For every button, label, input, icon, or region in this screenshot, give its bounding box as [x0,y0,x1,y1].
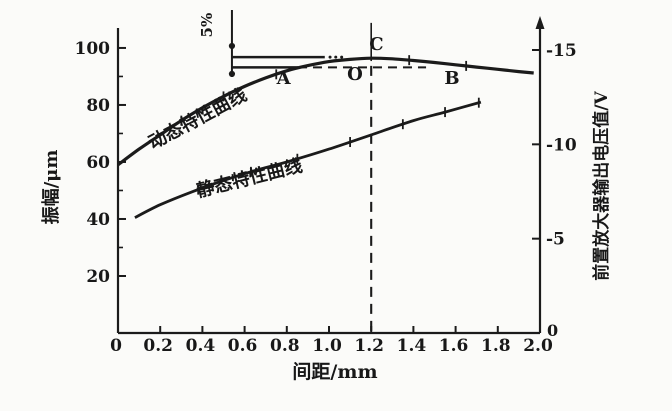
x-tick-label: 0.2 [143,336,173,356]
up-arrow-icon [535,16,545,29]
static-curve [134,100,482,219]
point-label-b: B [444,68,459,89]
five-percent-dot [228,70,236,77]
upper-level-dot [328,55,332,59]
point-label-a: A [276,68,292,89]
x-tick-label: 2.0 [523,336,553,356]
y-right-zero-label: 0 [547,321,558,340]
y-right-tick-label: -5 [546,230,565,250]
x-tick-label: 1.2 [354,336,384,356]
y-right-tick-label: -10 [546,135,577,155]
five-percent-label: 5% [198,13,216,38]
x-tick-label: 0 [110,336,122,356]
x-tick-label: 0.6 [228,336,258,356]
x-tick-label: 0.4 [186,336,216,356]
x-tick-label: 1.4 [397,336,427,356]
y-left-tick-label: 80 [86,96,110,116]
dynamic-curve-label: 动态特性曲线 [145,84,251,154]
x-axis-title: 间距/mm [292,361,377,383]
x-tick-label: 1.0 [312,336,342,356]
y-left-tick-label: 60 [86,153,110,173]
five-percent-dot [228,42,236,50]
y-axis-left-title: 振幅/μm [40,150,62,225]
y-right-tick-label: -15 [546,41,577,61]
y-axis-right-title: 前置放大器输出电压值/V [591,90,612,280]
x-tick-label: 1.6 [439,336,469,356]
y-left-tick-label: 20 [86,267,110,287]
static-curve-label: 静态特性曲线 [194,154,304,201]
x-tick-label: 0.8 [270,336,300,356]
point-label-o: O [347,64,363,85]
y-left-tick-label: 100 [75,39,111,59]
upper-level-dot [334,55,338,59]
point-label-c: C [369,34,383,55]
y-left-tick-label: 40 [86,210,110,230]
dynamic-curve [117,56,534,167]
x-tick-label: 1.8 [481,336,511,356]
upper-level-dot [340,55,344,59]
